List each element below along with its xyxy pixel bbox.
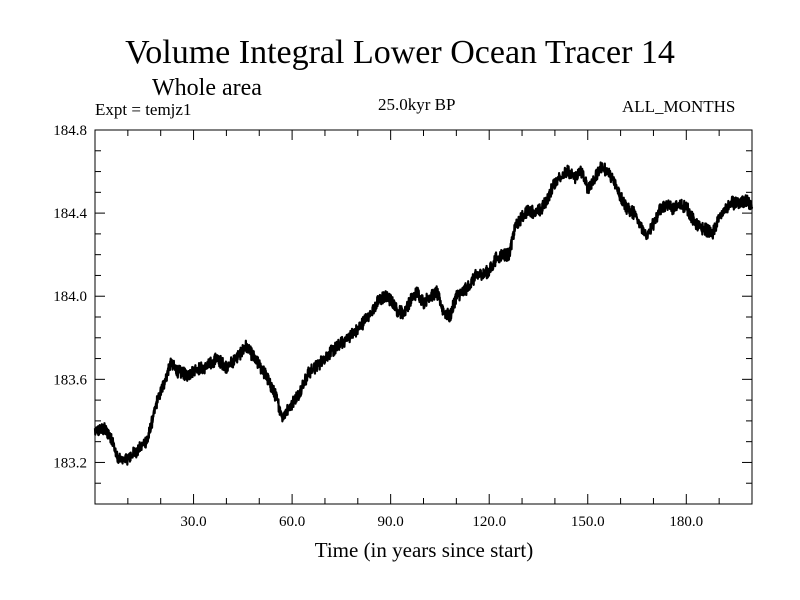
x-tick-label: 150.0 [571,514,605,530]
axis-ticks [95,130,752,504]
y-tick-label: 184.0 [53,289,87,305]
period-label: 25.0kyr BP [378,95,456,114]
y-tick-label: 183.2 [53,455,87,471]
chart-subtitle: Whole area [152,75,262,101]
x-tick-label: 90.0 [378,514,404,530]
series-line [93,161,754,466]
plot-frame [94,129,753,505]
x-tick-label: 180.0 [669,514,703,530]
y-tick-label: 183.6 [53,372,87,388]
chart-title: Volume Integral Lower Ocean Tracer 14 [125,34,675,71]
y-tick-label: 184.4 [53,206,87,222]
x-tick-label: 120.0 [472,514,506,530]
x-tick-label: 60.0 [279,514,305,530]
axis-tick-labels: 30.0 60.0 90.0 120.0 150.0 180.0 183.2 183.6 184… [53,123,703,530]
y-tick-label: 184.8 [53,123,87,139]
x-axis-label: Time (in years since start) [314,538,534,562]
experiment-label: Expt = temjz1 [95,100,192,119]
months-label: ALL_MONTHS [622,97,736,116]
x-tick-label: 30.0 [180,514,206,530]
